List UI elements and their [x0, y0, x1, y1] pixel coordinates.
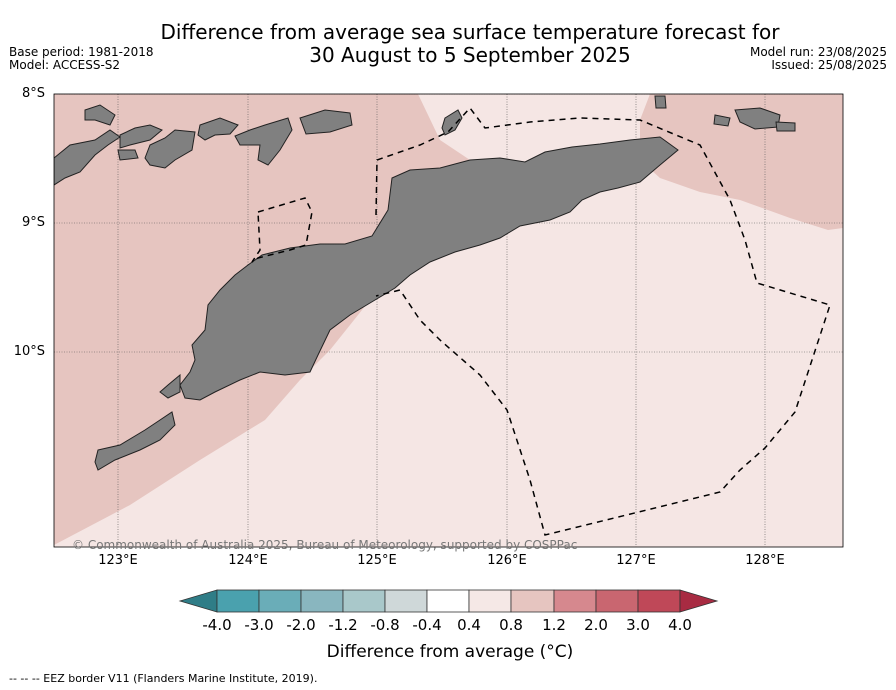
colorbar-tick: 1.2	[542, 616, 566, 634]
colorbar-seg-11	[637, 589, 681, 613]
chart-title-line-2: 30 August to 5 September 2025	[309, 43, 631, 67]
colorbar-extend-high	[679, 589, 719, 613]
lat-label-10s: 10°S	[13, 344, 45, 359]
eez-border	[251, 106, 831, 536]
atauro-island	[441, 109, 463, 136]
flores-east-b	[144, 129, 196, 169]
colorbar-tick: -0.4	[412, 616, 442, 634]
lon-label-127e: 127°E	[616, 553, 656, 568]
colorbar-seg-1	[216, 589, 260, 613]
flores-west	[54, 129, 121, 186]
copyright-notice: © Commonwealth of Australia 2025, Bureau…	[72, 538, 578, 552]
colorbar-tick: -2.0	[286, 616, 316, 634]
timor-island	[179, 136, 679, 401]
colorbar-seg-4	[342, 589, 386, 613]
colorbar-seg-8	[510, 589, 555, 613]
savu-island	[94, 411, 176, 471]
base-period: Base period: 1981-2018	[9, 45, 154, 59]
rote-island	[159, 373, 181, 399]
chart-title-line-1: Difference from average sea surface temp…	[160, 20, 780, 44]
lon-label-124e: 124°E	[228, 553, 268, 568]
colorbar-bar	[178, 589, 719, 613]
alor-island-b	[234, 117, 293, 166]
model-name: Model: ACCESS-S2	[9, 58, 121, 72]
colorbar-seg-6	[426, 589, 470, 613]
meta-left: Base period: 1981-2018 Model: ACCESS-S2	[9, 46, 154, 72]
colorbar-seg-5	[384, 589, 428, 613]
island-northeast	[654, 95, 667, 109]
colorbar-tick: 2.0	[584, 616, 608, 634]
model-run: Model run: 23/08/2025	[749, 45, 887, 59]
colorbar-seg-7	[468, 589, 512, 613]
colorbar-seg-10	[595, 589, 639, 613]
meta-right: Model run: 23/08/2025 Issued: 25/08/2025	[750, 46, 887, 72]
lon-label-126e: 126°E	[487, 553, 527, 568]
colorbar-tick: 0.4	[457, 616, 481, 634]
colorbar-tick: 0.8	[499, 616, 523, 634]
lat-label-8s: 8°S	[21, 86, 45, 101]
small-island-west	[84, 104, 116, 126]
lon-label-123e: 123°E	[98, 553, 138, 568]
eez-legend-note: -- -- -- EEZ border V11 (Flanders Marine…	[9, 672, 318, 685]
flores-east-a	[197, 117, 239, 141]
lat-label-9s: 9°S	[21, 215, 45, 230]
alor-island-a	[299, 109, 353, 135]
colorbar-tick: -1.2	[328, 616, 358, 634]
colorbar-seg-2	[258, 589, 302, 613]
map-frame	[53, 93, 844, 548]
issued-date: Issued: 25/08/2025	[771, 58, 887, 72]
colorbar-label: Difference from average (°C)	[326, 642, 574, 662]
small-island-mid	[117, 149, 139, 161]
colorbar-seg-9	[553, 589, 597, 613]
colorbar-tick: 3.0	[626, 616, 650, 634]
lon-label-125e: 125°E	[357, 553, 397, 568]
wetar-small-island-b	[775, 121, 796, 132]
flores-east-c	[119, 124, 163, 149]
colorbar-tick: 4.0	[668, 616, 692, 634]
colorbar-extend-low	[178, 589, 218, 613]
land	[54, 95, 796, 471]
colorbar-seg-3	[300, 589, 344, 613]
wetar-small-island-c	[713, 114, 731, 127]
colorbar-tick: -0.8	[370, 616, 400, 634]
colorbar-tick: -4.0	[202, 616, 232, 634]
lon-label-128e: 128°E	[745, 553, 785, 568]
colorbar-tick: -3.0	[244, 616, 274, 634]
